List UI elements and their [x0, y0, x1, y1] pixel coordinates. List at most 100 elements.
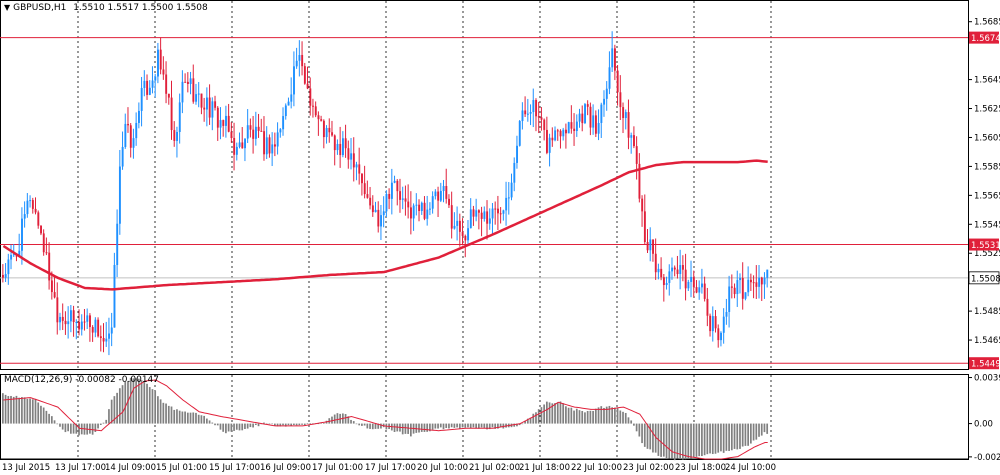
x-tick-label: 22 Jul 10:00	[571, 463, 622, 473]
macd-histogram-bar	[233, 423, 235, 431]
macd-histogram-bar	[91, 423, 94, 435]
macd-histogram-bar	[540, 407, 543, 424]
candle-body	[320, 119, 323, 121]
macd-histogram-bar	[116, 392, 118, 424]
macd-histogram-bar	[458, 423, 461, 429]
candle-body	[301, 54, 304, 67]
dropdown-triangle-icon[interactable]: ▼	[4, 3, 11, 12]
candle-body	[480, 212, 483, 219]
candle-body	[551, 137, 554, 141]
candle-body	[195, 94, 198, 102]
candle-body	[594, 115, 597, 134]
candle-body	[635, 146, 638, 164]
macd-histogram-bar	[320, 422, 322, 424]
current-price-label: 1.5508	[971, 274, 1000, 284]
macd-histogram-bar	[254, 423, 257, 426]
candle-body	[143, 80, 146, 88]
macd-histogram-bar	[268, 423, 271, 425]
candle-body	[75, 321, 78, 323]
macd-histogram-bar	[23, 397, 26, 424]
macd-histogram-bar	[336, 413, 339, 424]
candle-body	[638, 163, 641, 199]
y-tick-label: 1.5565	[974, 191, 1000, 201]
macd-histogram-bar	[59, 423, 61, 427]
candle-body	[382, 211, 385, 216]
macd-histogram-bar	[89, 423, 91, 434]
macd-histogram-bar	[709, 423, 711, 454]
macd-histogram-bar	[393, 423, 396, 433]
macd-histogram-bar	[654, 423, 657, 453]
candle-body	[78, 321, 81, 330]
macd-histogram-bar	[652, 423, 654, 453]
candle-body	[600, 104, 603, 123]
candle-body	[404, 198, 407, 202]
y-tick-label: 1.5545	[974, 220, 1000, 230]
macd-histogram-bar	[344, 414, 347, 424]
candle-body	[350, 153, 353, 160]
candle-body	[622, 107, 625, 118]
candle-body	[412, 205, 415, 219]
candle-body	[282, 116, 285, 130]
macd-histogram-bar	[643, 423, 646, 447]
macd-histogram-bar	[521, 423, 524, 425]
candle-body	[244, 138, 246, 149]
macd-y-tick-label: 0.00	[974, 420, 993, 430]
candle-body	[113, 264, 116, 328]
candle-body	[219, 120, 222, 128]
macd-histogram-bar	[690, 423, 692, 459]
y-tick-label: 1.5685	[974, 18, 1000, 28]
candle-body	[64, 320, 67, 325]
macd-histogram-bar	[529, 417, 532, 424]
candle-body	[257, 126, 260, 131]
candle-body	[665, 282, 668, 286]
candle-body	[129, 125, 132, 148]
macd-histogram-bar	[720, 423, 722, 452]
candle-body	[521, 110, 524, 122]
macd-histogram-bar	[301, 423, 303, 425]
macd-histogram-bar	[165, 403, 167, 424]
candle-body	[540, 117, 543, 120]
macd-histogram-bar	[434, 423, 437, 429]
macd-histogram-bar	[197, 414, 200, 424]
macd-histogram-bar	[418, 423, 420, 433]
candle-body	[633, 135, 635, 147]
candle-body	[358, 164, 361, 174]
macd-histogram-bar	[235, 423, 238, 430]
candle-body	[238, 142, 241, 147]
candle-body	[586, 104, 589, 107]
candle-body	[91, 327, 94, 333]
macd-histogram-bar	[284, 423, 287, 427]
candle-body	[445, 186, 448, 199]
candle-body	[23, 214, 26, 219]
candle-body	[189, 78, 192, 84]
candle-body	[578, 113, 581, 122]
macd-histogram-bar	[244, 423, 246, 430]
macd-histogram-bar	[668, 423, 671, 459]
macd-histogram-bar	[635, 423, 638, 432]
macd-histogram-bar	[597, 407, 600, 424]
macd-histogram-bar	[662, 423, 665, 457]
macd-histogram-bar	[282, 423, 284, 426]
candle-body	[56, 297, 59, 323]
price-level-tag	[969, 238, 999, 251]
candle-body	[230, 131, 233, 138]
candle-body	[467, 228, 470, 241]
macd-histogram-bar	[752, 423, 755, 441]
macd-histogram-bar	[317, 423, 320, 425]
macd-histogram-bar	[377, 423, 380, 429]
macd-histogram-bar	[15, 395, 18, 424]
macd-histogram-bar	[701, 423, 703, 457]
candle-body	[679, 265, 682, 275]
candle-body	[295, 60, 298, 67]
candle-body	[45, 252, 48, 254]
candle-body	[736, 280, 739, 295]
candle-body	[135, 122, 138, 139]
candle-body	[140, 87, 143, 111]
candle-body	[684, 269, 687, 289]
macd-histogram-bar	[600, 406, 603, 424]
candle-body	[97, 319, 100, 337]
y-tick-label: 1.5465	[974, 336, 1000, 346]
macd-histogram-bar	[358, 423, 361, 426]
candle-body	[730, 286, 733, 288]
